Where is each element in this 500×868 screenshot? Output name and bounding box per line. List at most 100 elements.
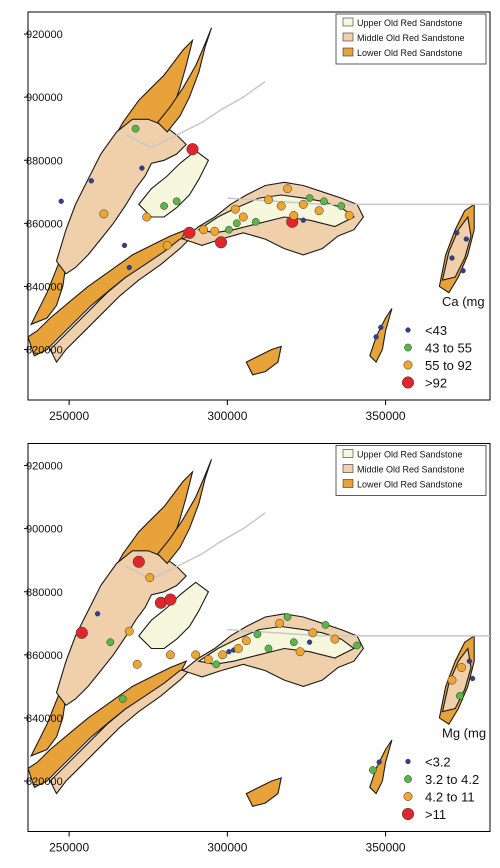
ca-sample-point [454,230,460,236]
lower-ors-north-strip-polygon [156,459,213,565]
mg-sample-point [226,649,232,655]
geology-legend-label: Lower Old Red Sandstone [357,480,463,490]
ca-sample-point [183,226,196,239]
ca-sample-point [378,324,384,331]
mg-sample-point [124,626,134,636]
ca-sample-point [172,197,181,206]
ca-sample-point [305,194,314,202]
lower-ors-south-island-polygon [245,345,282,376]
ca-sample-point [373,334,379,340]
geology-legend-label: Lower Old Red Sandstone [357,48,463,58]
lower-ors-north-strip-polygon [156,27,213,133]
mg-sample-point [456,692,464,700]
middle-ors-west-polygon [55,550,187,707]
concentration-legend-marker [401,376,415,389]
concentration-legend-label: >92 [425,376,447,391]
concentration-legend-marker [403,360,413,370]
mg-sample-point [106,638,115,647]
y-tick-label: 840000 [26,281,63,293]
x-tick-label: 350000 [366,841,406,855]
ca-concentration-legend: Ca (mg <43 43 to 55 55 to 92 >92 [401,294,485,391]
ca-sample-point [142,212,152,222]
concentration-legend-marker [401,807,415,821]
concentration-legend-marker [405,758,411,765]
middle-ors-west-polygon [55,118,187,275]
geology-legend-label: Upper Old Red Sandstone [357,18,463,28]
geology-legend-label: Upper Old Red Sandstone [357,450,463,460]
geology-swatch [342,47,354,57]
y-tick-label: 900000 [26,92,63,104]
x-tick-label: 250000 [49,409,89,423]
concentration-legend-label: 55 to 92 [425,358,472,373]
concentration-legend-title: Ca (mg [442,294,485,309]
concentration-legend-marker [404,343,412,352]
ca-sample-point [264,195,273,205]
river-line-2 [227,197,490,206]
ca-sample-point [251,217,260,226]
mg-sample-point [289,638,298,647]
y-tick-label: 880000 [26,155,63,167]
ca-sample-point [121,242,128,249]
ca-sample-point [449,255,455,261]
ca-sample-point [199,225,209,235]
ca-sample-point [300,217,306,223]
mg-sample-point [94,611,101,617]
ca-sample-point [238,212,248,222]
mg-sample-point [321,621,330,629]
middle-ors-south-polygon [49,234,195,364]
mg-sample-point [469,675,476,682]
concentration-legend-label: <3.2 [425,755,451,770]
y-tick-label: 840000 [26,713,63,725]
ca-sample-point [283,184,292,194]
ca-sample-point [126,264,132,271]
y-tick-label: 920000 [26,29,63,41]
ca-sample-point [463,236,469,242]
mg-sample-point [191,650,201,660]
concentration-legend-label: 3.2 to 4.2 [425,772,479,787]
y-tick-label: 820000 [26,345,63,357]
ca-sample-point [289,211,299,220]
concentration-legend-label: 43 to 55 [425,341,472,356]
mg-sample-point [119,695,127,703]
geology-swatch [342,449,354,458]
mg-sample-point [164,593,177,606]
concentration-legend-label: <43 [425,323,447,338]
mg-sample-point [145,573,155,583]
ca-sample-point [276,201,286,211]
x-tick-label: 300000 [207,409,247,423]
ca-sample-point [58,198,64,204]
geology-swatch [342,479,354,488]
mg-sample-point [369,766,377,774]
mg-sample-point [353,641,361,650]
mg-sample-point [253,630,262,639]
concentration-legend-marker [404,775,412,783]
mg-sample-point [203,655,213,665]
river-line-2 [227,628,490,637]
concentration-legend-title: Mg (mg [442,726,486,741]
ca-sample-point [232,219,241,228]
mg-sample-point [306,639,313,645]
ca-sample-point [99,209,109,219]
concentration-legend-marker [405,327,411,333]
ca-sample-point [210,226,220,236]
mg-sample-point [212,660,221,669]
mg-sample-point [308,628,318,638]
y-tick-label: 860000 [26,650,63,662]
mg-sample-point [283,613,292,621]
x-tick-label: 250000 [49,841,89,855]
ca-sample-point [214,236,228,249]
y-tick-label: 820000 [26,776,63,788]
ca-sample-point [344,211,354,220]
geology-legend-label: Middle Old Red Sandstone [357,33,465,43]
ca-sample-point [162,240,172,250]
ca-sample-point [337,202,346,210]
concentration-legend-marker [403,792,413,801]
geology-legend: Upper Old Red Sandstone Middle Old Red Sa… [335,13,487,65]
mg-sample-point [75,626,88,639]
upper-ors-central-polygon [138,581,210,650]
upper-ors-central-polygon [138,150,210,218]
geology-swatch [342,17,354,27]
y-tick-label: 860000 [26,218,63,230]
ca-sample-point [460,268,466,274]
mg-map-panel: 920000 900000 880000 860000 840000 820000 2500… [0,430,500,863]
